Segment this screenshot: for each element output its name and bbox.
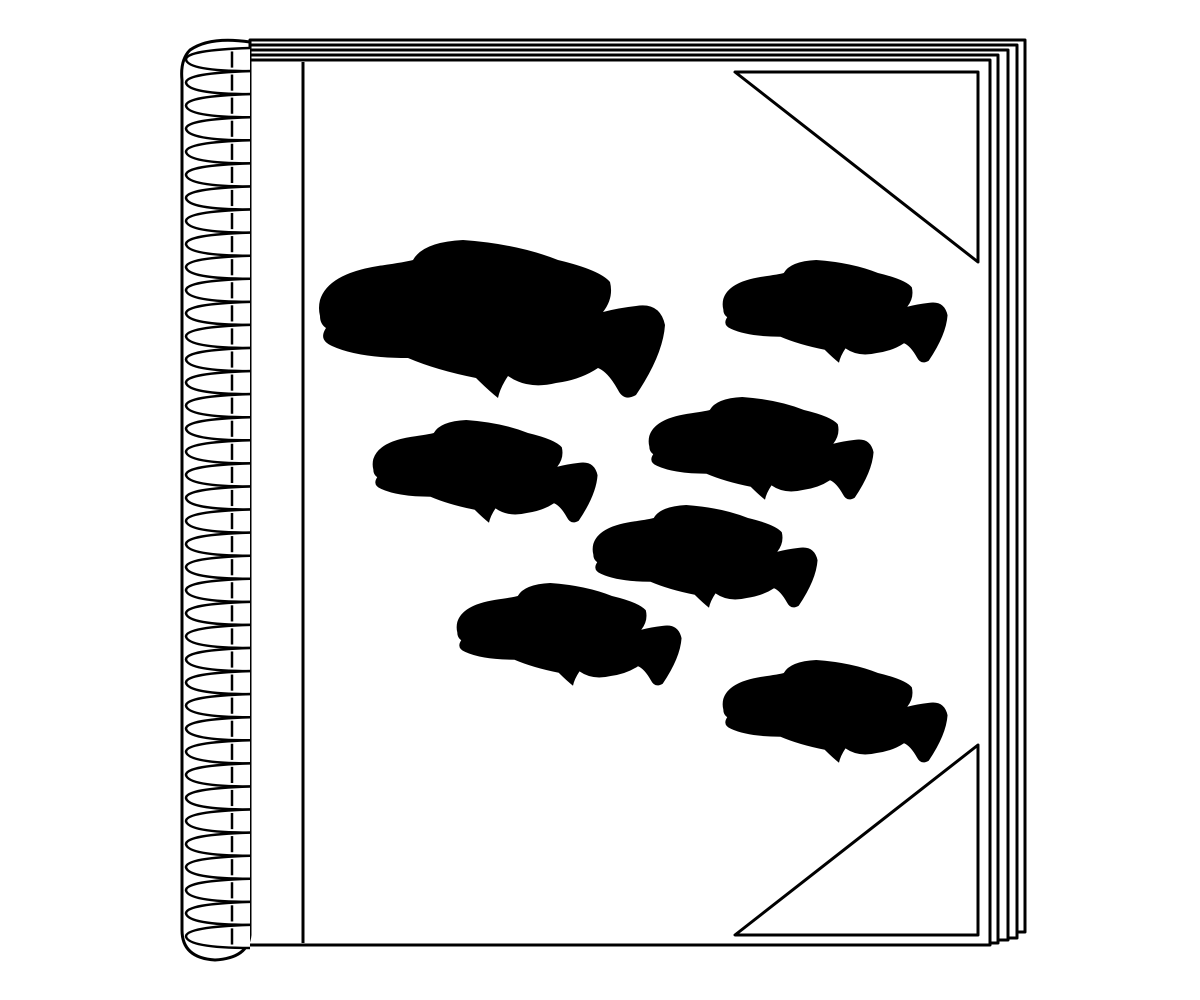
coil-ring [184, 554, 251, 581]
coil-ring [184, 739, 251, 765]
coil-ring [184, 115, 251, 142]
coil-ring [184, 415, 251, 442]
coil-ring [184, 600, 251, 627]
coil-ring [184, 900, 251, 927]
cover [243, 58, 992, 947]
coil-ring [184, 877, 251, 904]
coil-ring [184, 923, 251, 950]
coil-ring [184, 300, 251, 327]
coil-ring [184, 762, 251, 788]
coil-ring [184, 323, 251, 350]
coil-ring [184, 462, 251, 488]
coil-ring [184, 139, 251, 165]
coil-ring [184, 439, 251, 465]
corner-top [733, 70, 980, 264]
coil-ring [184, 785, 251, 811]
coil-ring [184, 185, 251, 211]
coil-ring [184, 369, 251, 396]
coil-ring [184, 254, 251, 281]
coil-ring [184, 485, 251, 511]
coil-ring [184, 92, 251, 119]
coil-ring [184, 831, 251, 857]
coil-ring [184, 69, 251, 96]
corner-bottom [733, 743, 980, 937]
coil-ring [184, 277, 251, 304]
coil-ring [184, 208, 251, 234]
coil-ring [184, 854, 251, 881]
coil-ring [184, 669, 251, 696]
coil-ring [184, 392, 251, 419]
coil-ring [184, 46, 251, 73]
coil-ring [184, 646, 251, 673]
coil-ring [184, 577, 251, 604]
coil-ring [184, 623, 251, 650]
coil-ring [184, 508, 251, 534]
spiral-binding [180, 38, 252, 962]
coil-ring [184, 715, 251, 742]
coil-ring [184, 231, 251, 257]
coil-ring [184, 162, 251, 188]
coil-ring [184, 808, 251, 834]
coil-ring [184, 692, 251, 719]
coil-ring [184, 346, 251, 373]
coil-ring [184, 531, 251, 557]
